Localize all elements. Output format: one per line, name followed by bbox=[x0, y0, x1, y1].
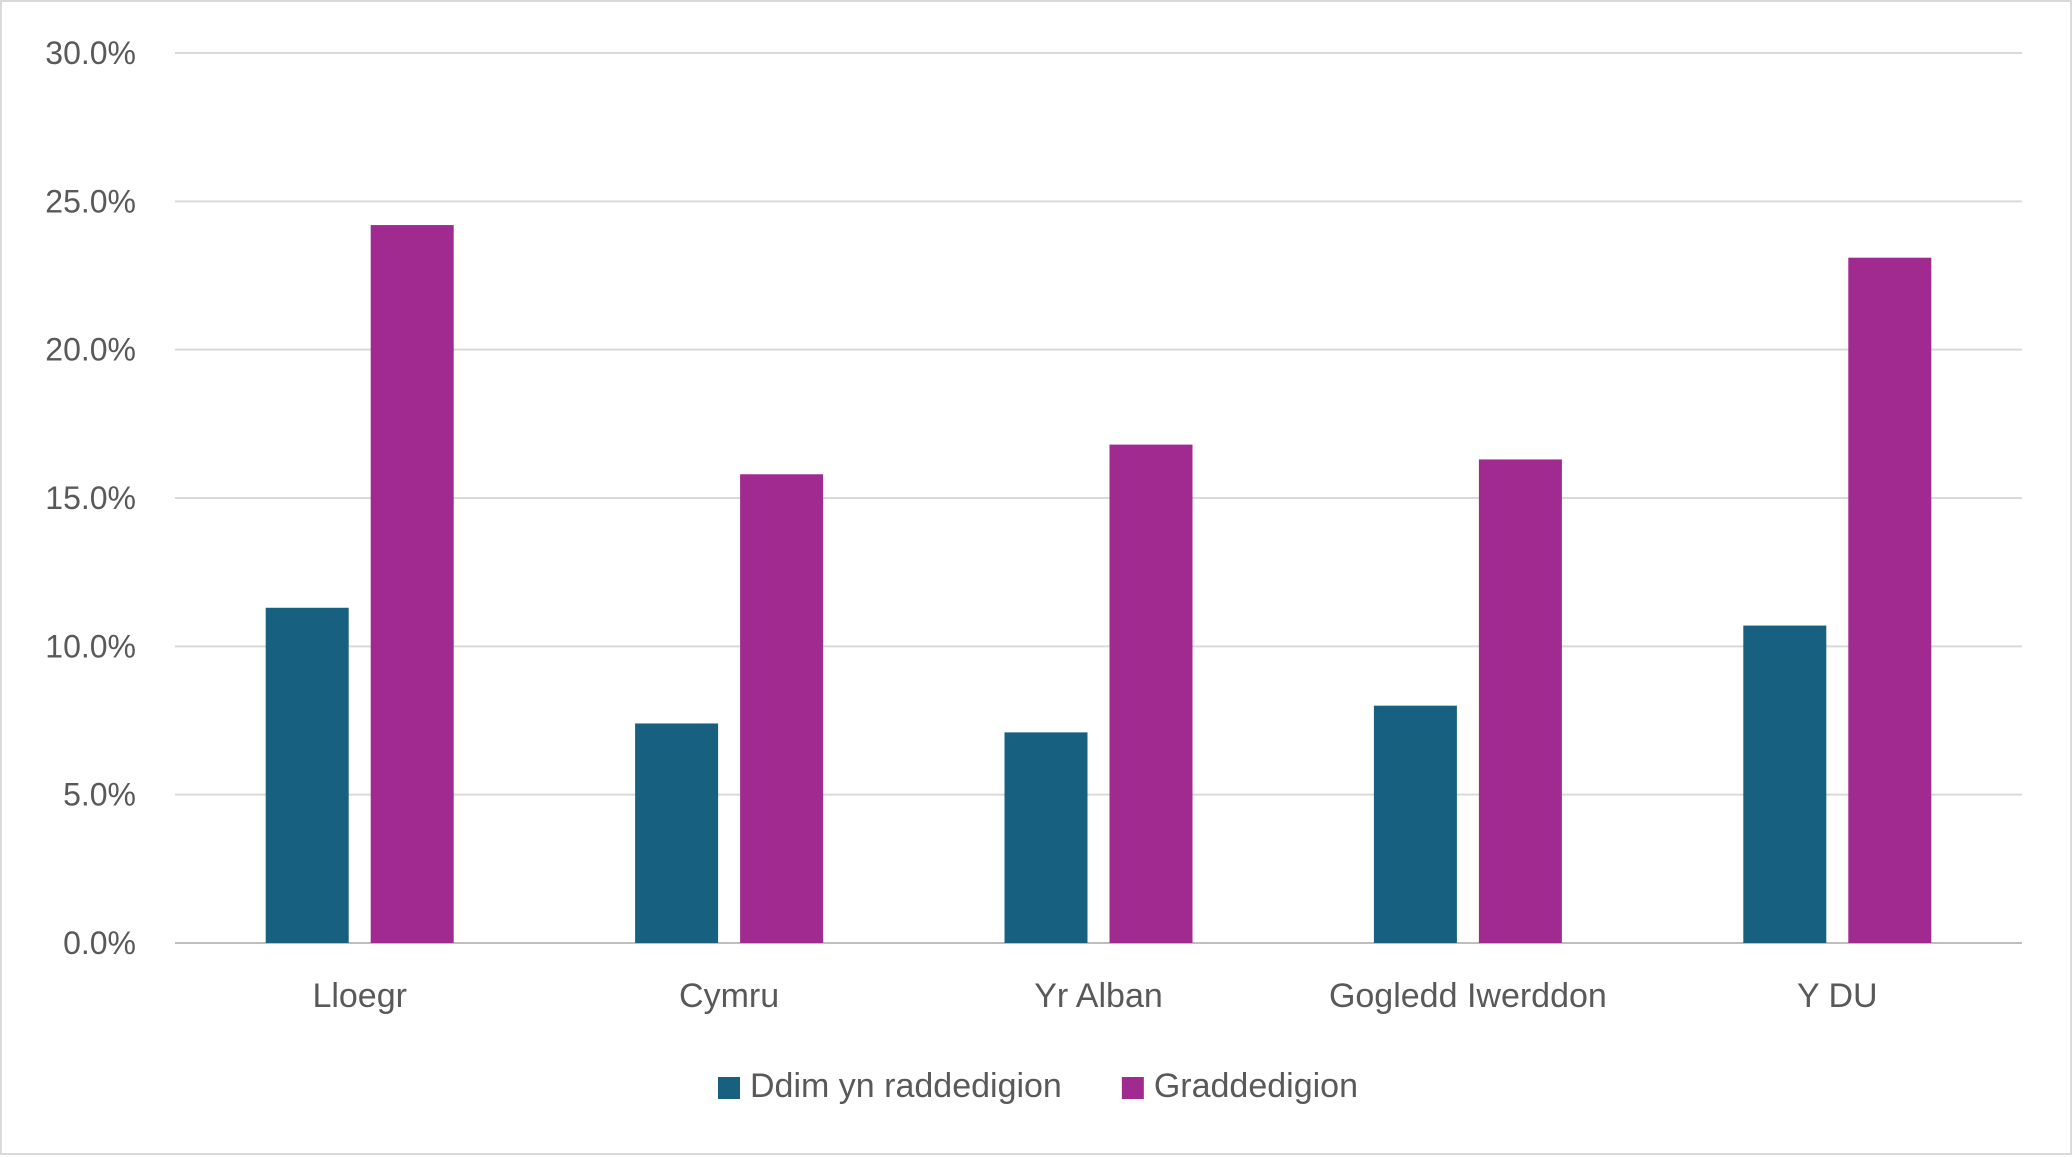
bar-graddedigion bbox=[370, 225, 454, 944]
bar-graddedigion bbox=[1478, 459, 1562, 943]
bar-graddedigion bbox=[740, 474, 824, 943]
gridlines bbox=[175, 52, 2022, 944]
legend-item: Graddedigion bbox=[1121, 1067, 1358, 1105]
bar-ddim-yn-raddedigion bbox=[1743, 625, 1827, 943]
bar-ddim-yn-raddedigion bbox=[635, 723, 719, 943]
x-tick-label: Y DU bbox=[1797, 977, 1878, 1015]
y-tick-label: 30.0% bbox=[45, 35, 136, 71]
legend: Ddim yn raddedigion Graddedigion bbox=[718, 1067, 1358, 1105]
bar-ddim-yn-raddedigion bbox=[1004, 732, 1088, 943]
y-tick-label: 15.0% bbox=[45, 480, 136, 516]
x-tick-label: Gogledd Iwerddon bbox=[1329, 977, 1607, 1015]
legend-label: Ddim yn raddedigion bbox=[750, 1067, 1062, 1105]
x-tick-label: Lloegr bbox=[312, 977, 407, 1015]
y-tick-label: 25.0% bbox=[45, 183, 136, 219]
y-axis-ticks: 0.0% 5.0% 10.0% 15.0% 20.0% 25.0% 30.0% bbox=[45, 35, 136, 961]
legend-item: Ddim yn raddedigion bbox=[718, 1067, 1062, 1105]
x-axis-ticks: Lloegr Cymru Yr Alban Gogledd Iwerddon Y DU bbox=[312, 977, 1877, 1015]
legend-swatch bbox=[1121, 1077, 1144, 1099]
legend-swatch bbox=[718, 1077, 740, 1099]
bar-ddim-yn-raddedigion bbox=[1373, 705, 1457, 943]
bars bbox=[265, 225, 1932, 944]
y-tick-label: 20.0% bbox=[45, 332, 136, 368]
y-tick-label: 5.0% bbox=[63, 777, 136, 813]
bar-graddedigion bbox=[1109, 444, 1193, 943]
x-tick-label: Yr Alban bbox=[1034, 977, 1163, 1015]
y-tick-label: 0.0% bbox=[63, 925, 136, 961]
x-tick-label: Cymru bbox=[679, 977, 779, 1015]
bar-ddim-yn-raddedigion bbox=[265, 607, 349, 943]
y-tick-label: 10.0% bbox=[45, 628, 136, 664]
legend-label: Graddedigion bbox=[1154, 1067, 1358, 1105]
bar-graddedigion bbox=[1848, 257, 1932, 943]
